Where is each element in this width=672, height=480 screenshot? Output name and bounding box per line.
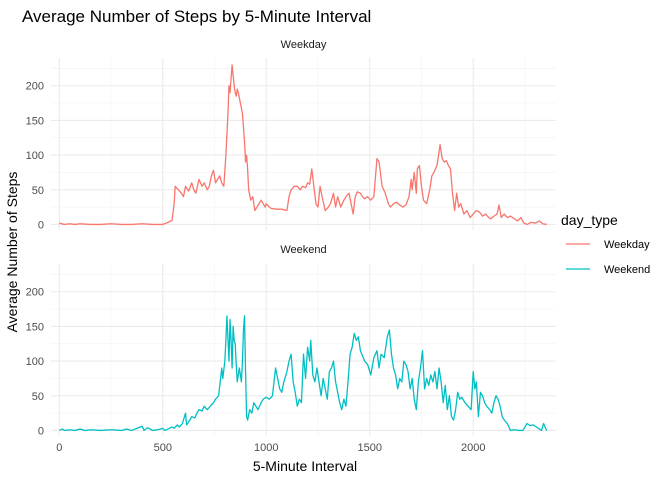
y-tick-label: 100 bbox=[26, 150, 44, 162]
series-line-weekday bbox=[59, 64, 547, 226]
y-axis-title: Average Number of Steps bbox=[4, 172, 20, 333]
y-tick-label: 150 bbox=[26, 115, 44, 127]
y-tick-label: 0 bbox=[38, 425, 44, 437]
chart-title: Average Number of Steps by 5-Minute Inte… bbox=[22, 7, 371, 26]
legend-item-weekday: Weekday bbox=[566, 239, 650, 251]
x-axis-title: 5-Minute Interval bbox=[253, 458, 357, 474]
y-tick-label: 0 bbox=[38, 219, 44, 231]
x-tick-label: 1000 bbox=[254, 442, 278, 454]
legend: day_type Weekday Weekend bbox=[561, 212, 650, 276]
y-tick-label: 200 bbox=[26, 287, 44, 299]
y-tick-label: 50 bbox=[32, 391, 44, 403]
facet-strip-label: Weekend bbox=[280, 244, 326, 256]
facet-strip-label: Weekday bbox=[281, 39, 327, 51]
y-tick-label: 150 bbox=[26, 321, 44, 333]
panel-weekday: Weekday 0 50 100 150 200 bbox=[26, 39, 556, 231]
x-tick-label: 1500 bbox=[357, 442, 381, 454]
series-line-weekend bbox=[59, 315, 548, 432]
x-tick-label: 0 bbox=[56, 442, 62, 454]
legend-label: Weekend bbox=[604, 264, 650, 276]
x-tick-label: 2000 bbox=[461, 442, 485, 454]
legend-label: Weekday bbox=[604, 239, 650, 251]
x-tick-label: 500 bbox=[154, 442, 172, 454]
y-tick-label: 100 bbox=[26, 356, 44, 368]
legend-item-weekend: Weekend bbox=[566, 264, 650, 276]
legend-title: day_type bbox=[561, 212, 618, 228]
y-tick-label: 50 bbox=[32, 185, 44, 197]
y-tick-label: 200 bbox=[26, 81, 44, 93]
